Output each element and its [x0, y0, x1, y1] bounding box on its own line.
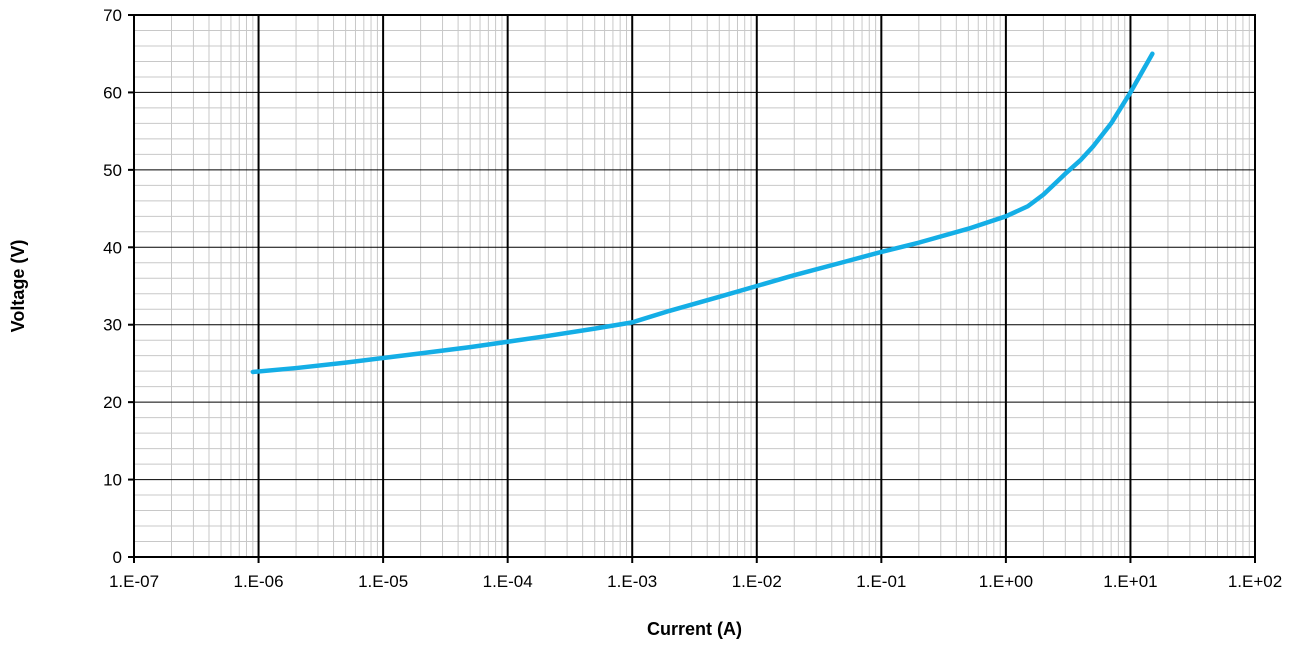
x-tick-label: 1.E+01: [1103, 572, 1157, 591]
y-tick-label: 20: [103, 393, 122, 412]
x-tick-label: 1.E-05: [358, 572, 408, 591]
x-tick-label: 1.E-03: [607, 572, 657, 591]
y-tick-label: 60: [103, 83, 122, 102]
x-tick-label: 1.E-07: [109, 572, 159, 591]
axis-tick-marks: [128, 14, 1256, 563]
y-tick-label: 10: [103, 471, 122, 490]
y-tick-label: 0: [113, 548, 122, 567]
plot-area-frame: [133, 14, 1256, 558]
y-tick-label: 50: [103, 161, 122, 180]
y-tick-label: 70: [103, 6, 122, 25]
x-tick-label: 1.E+02: [1228, 572, 1282, 591]
x-axis-tick-labels: 1.E-07 1.E-06 1.E-05 1.E-04 1.E-03 1.E-02 1.E-…: [109, 572, 1282, 591]
x-tick-label: 1.E-02: [732, 572, 782, 591]
y-axis-tick-labels: 0 10 20 30 40 50 60 70: [103, 6, 122, 567]
y-tick-label: 40: [103, 238, 122, 257]
y-tick-label: 30: [103, 316, 122, 335]
minor-gridlines: [134, 15, 1255, 557]
y-axis-title: Voltage (V): [8, 240, 28, 333]
x-axis-title: Current (A): [647, 619, 742, 639]
x-tick-label: 1.E+00: [979, 572, 1033, 591]
x-tick-label: 1.E-06: [234, 572, 284, 591]
series-line: [250, 51, 1155, 375]
series-layer: [250, 51, 1155, 375]
x-tick-label: 1.E-04: [483, 572, 533, 591]
x-tick-label: 1.E-01: [856, 572, 906, 591]
